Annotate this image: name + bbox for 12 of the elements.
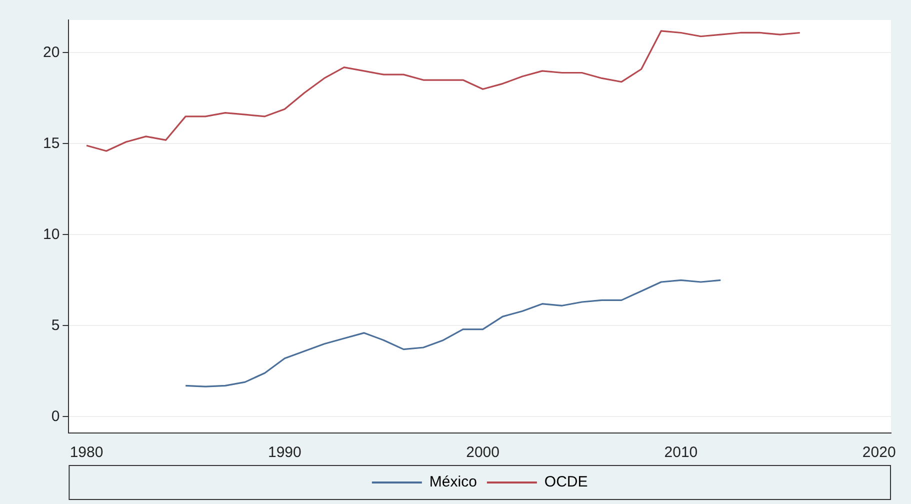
x-tick-label: 2020 <box>862 444 896 462</box>
legend-label: OCDE <box>544 474 588 491</box>
x-tick-label: 2010 <box>664 444 698 462</box>
y-tick-label: 20 <box>42 44 60 61</box>
x-tick-label: 2000 <box>466 444 500 462</box>
legend-label: México <box>429 474 477 491</box>
x-tick-label: 1980 <box>70 444 104 462</box>
y-tick-label: 5 <box>51 316 60 334</box>
y-tick-label: 15 <box>42 134 60 152</box>
x-tick-label: 1990 <box>268 444 302 462</box>
y-tick-label: 10 <box>42 226 60 243</box>
y-tick-label: 0 <box>51 408 60 425</box>
